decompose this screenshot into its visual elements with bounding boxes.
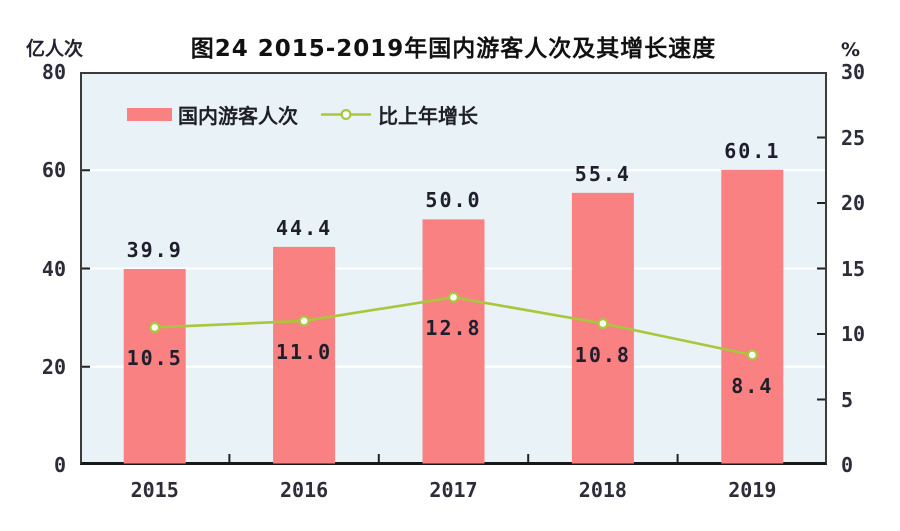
bar-value-label-2019: 60.1	[724, 138, 781, 163]
right-axis-tick-5: 5	[841, 387, 854, 412]
left-axis-tick-20: 20	[41, 354, 66, 379]
bar-value-label-2017: 50.0	[425, 188, 482, 213]
right-axis-tick-20: 20	[841, 191, 866, 215]
right-axis-tick-30: 30	[841, 60, 866, 84]
left-axis-tick-60: 60	[41, 158, 66, 183]
legend-bar-swatch	[127, 108, 172, 121]
x-axis-label-2016: 2016	[280, 478, 329, 502]
chart-title: 图24 2015-2019年国内游客人次及其增长速度	[190, 36, 717, 62]
line-value-label-2018: 10.8	[574, 342, 631, 367]
left-axis-tick-40: 40	[41, 256, 66, 281]
right-axis-tick-15: 15	[841, 256, 866, 281]
legend-line-series-label: 比上年增长	[378, 104, 478, 128]
line-value-label-2016: 11.0	[276, 339, 333, 364]
left-axis-tick-0: 0	[53, 453, 66, 477]
x-axis-label-2019: 2019	[728, 478, 777, 502]
legend-bar-series-label: 国内游客人次	[178, 104, 298, 128]
legend: 国内游客人次 比上年增长	[127, 100, 478, 129]
x-axis-label-2017: 2017	[429, 478, 478, 502]
line-value-label-2019: 8.4	[731, 373, 774, 398]
right-axis-tick-25: 25	[841, 125, 866, 150]
bar-value-label-2015: 39.9	[126, 237, 183, 262]
legend-line-marker-icon	[321, 108, 371, 121]
right-axis-tick-0: 0	[841, 453, 854, 477]
plot-area	[80, 72, 827, 465]
x-axis-label-2018: 2018	[578, 478, 627, 502]
left-axis-unit-label: 亿人次	[26, 38, 84, 60]
right-axis-unit-label: %	[841, 39, 861, 61]
line-value-label-2015: 10.5	[126, 346, 183, 371]
right-axis-tick-10: 10	[841, 322, 866, 346]
line-value-label-2017: 12.8	[425, 316, 482, 341]
bar-value-label-2016: 44.4	[276, 215, 333, 240]
x-axis-label-2015: 2015	[130, 478, 179, 502]
left-axis-tick-80: 80	[41, 60, 66, 84]
bar-value-label-2018: 55.4	[574, 161, 631, 186]
